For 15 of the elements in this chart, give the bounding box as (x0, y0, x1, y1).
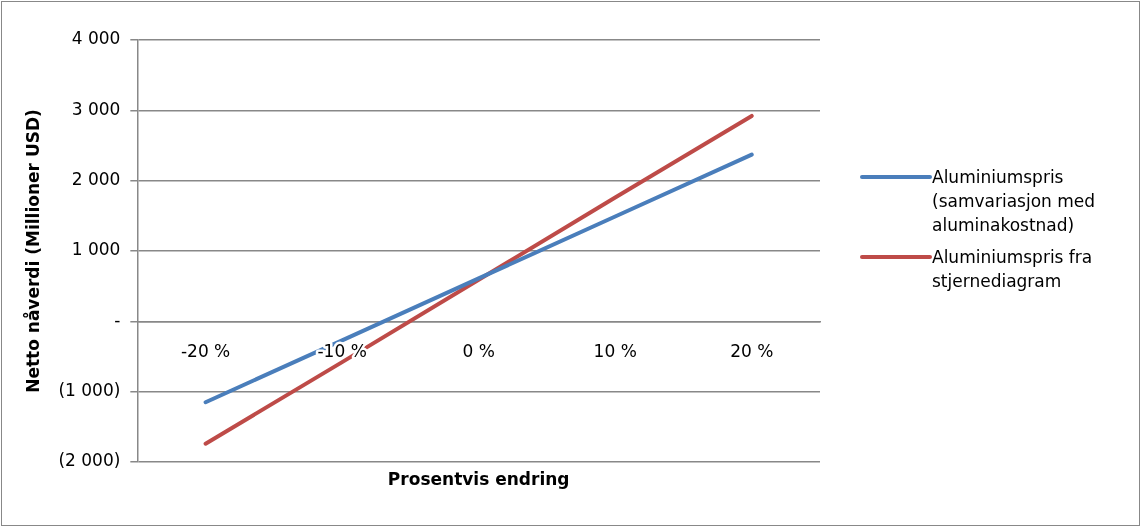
x-tick-label: 0 % (462, 340, 495, 361)
legend-label: Aluminiumspris (samvariasjon med aluminakostnad) (932, 166, 1097, 237)
y-tick-label: 2 000 (71, 169, 121, 190)
y-axis-title: Netto nåverdi (Millioner USD) (21, 109, 43, 393)
y-tick-label: 1 000 (71, 239, 121, 260)
x-tick-label: 20 % (730, 340, 774, 361)
y-tick-label: (2 000) (58, 450, 121, 471)
x-axis-title: Prosentvis endring (387, 468, 570, 489)
legend-label: Aluminiumspris fra stjernediagram (932, 246, 1094, 293)
x-tick-label: -20 % (180, 340, 231, 361)
y-tick-label: 3 000 (71, 98, 121, 119)
x-tick-label: 10 % (593, 340, 637, 361)
y-tick-label: (1 000) (58, 380, 121, 401)
y-tick-label: 4 000 (71, 28, 121, 49)
y-tick-label: - (114, 309, 121, 330)
